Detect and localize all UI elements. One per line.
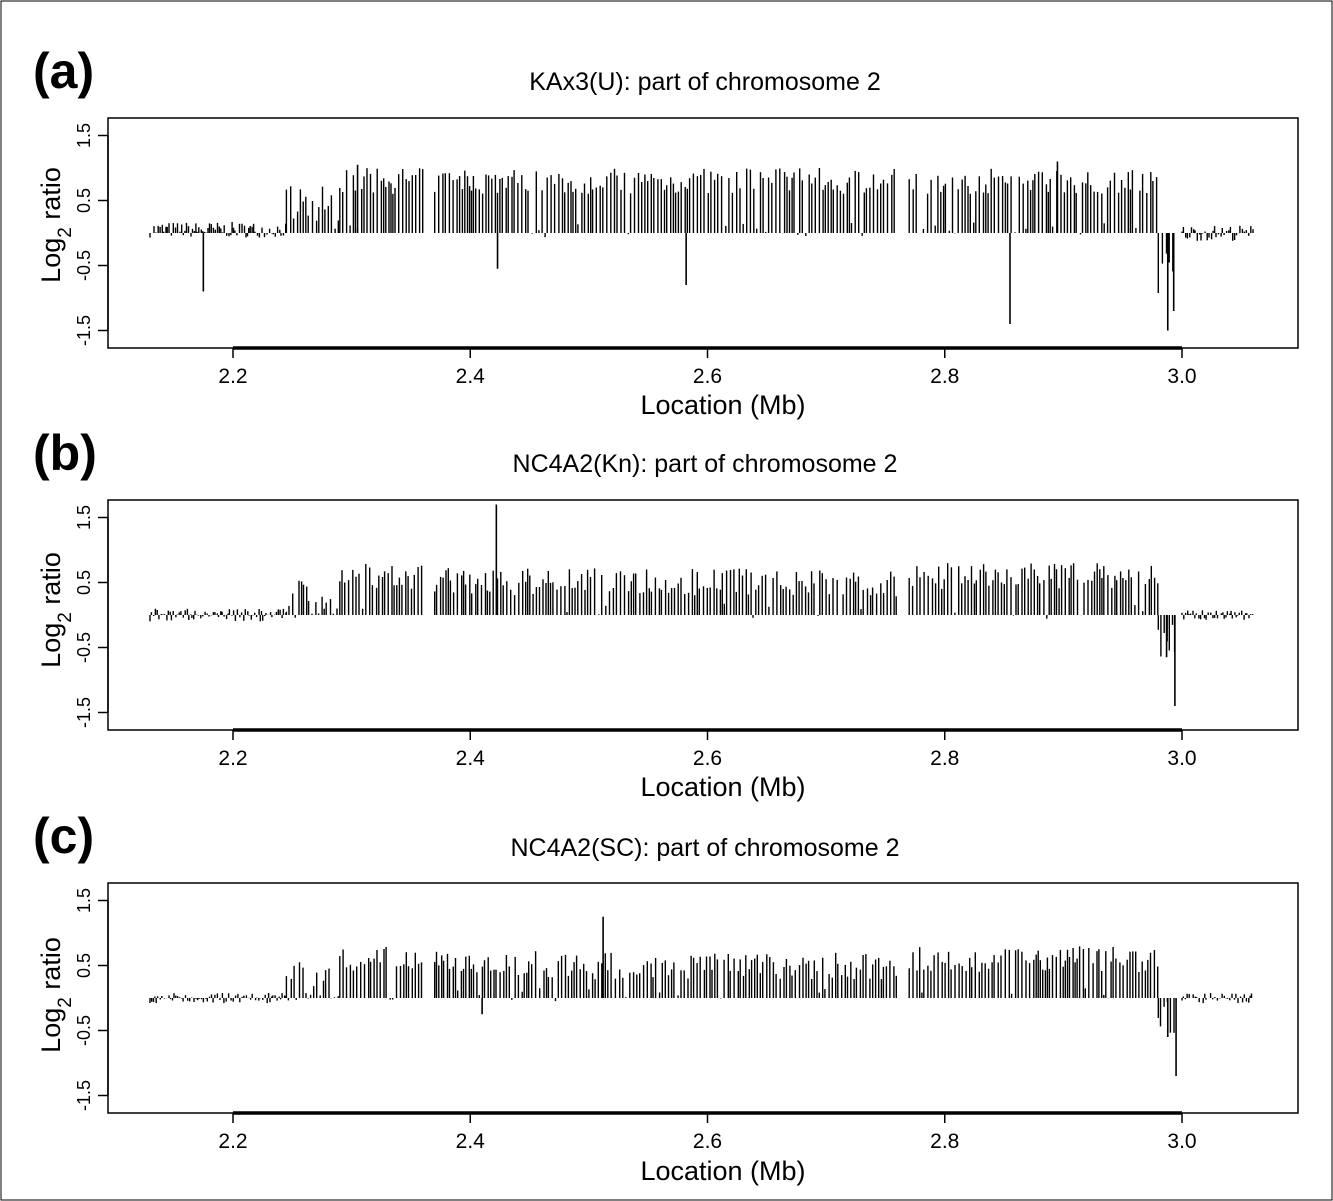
panel-letter-c: (c) <box>33 808 94 864</box>
y-label-sub-a: 2 <box>55 227 76 238</box>
plot-area-c: 2.2 2.4 2.6 2.8 3.0 -1.5 -0.5 0.5 1.5 <box>74 888 1253 1153</box>
y-label-main-b: Log <box>36 623 66 668</box>
x-tick-label: 2.4 <box>456 365 486 388</box>
y-tick-label: 0.5 <box>74 570 94 595</box>
y-tick-label: -0.5 <box>74 250 94 281</box>
x-tick-label: 2.4 <box>456 1130 486 1153</box>
x-tick-label: 3.0 <box>1167 365 1196 388</box>
y-label-main-a: Log <box>36 238 66 283</box>
y-tick-label: 0.5 <box>74 188 94 213</box>
panel-a: (a) KAx3(U): part of chromosome 2 Log2 r… <box>33 43 1299 420</box>
panel-title-c: NC4A2(SC): part of chromosome 2 <box>510 834 899 862</box>
y-label-rest-a: ratio <box>36 167 66 227</box>
plot-area-a: 2.2 2.4 2.6 2.8 3.0 -1.5 -0.5 0.5 1.5 <box>74 123 1254 388</box>
x-axis-label-a: Location (Mb) <box>640 390 805 420</box>
x-tick-label: 2.8 <box>930 747 959 770</box>
y-label-rest-b: ratio <box>36 552 66 612</box>
x-tick-label: 2.8 <box>930 365 959 388</box>
y-tick-label: 1.5 <box>74 123 94 148</box>
x-tick-label: 3.0 <box>1167 1130 1196 1153</box>
y-label-rest-c: ratio <box>36 937 66 997</box>
x-tick-label: 2.6 <box>693 1130 722 1153</box>
x-tick-label: 2.6 <box>693 747 722 770</box>
plot-area-b: 2.2 2.4 2.6 2.8 3.0 -1.5 -0.5 0.5 1.5 <box>74 504 1254 770</box>
x-axis-label-c: Location (Mb) <box>640 1156 805 1186</box>
panel-letter-b: (b) <box>33 425 97 481</box>
x-tick-label: 2.8 <box>930 1130 959 1153</box>
x-tick-label: 2.6 <box>693 365 722 388</box>
y-label-sub-b: 2 <box>55 612 76 623</box>
y-tick-label: -0.5 <box>74 1015 94 1046</box>
x-axis-label-b: Location (Mb) <box>640 772 805 802</box>
y-axis-label-a: Log2 ratio <box>36 167 76 283</box>
x-tick-label: 2.4 <box>456 747 486 770</box>
y-tick-label: -1.5 <box>74 315 94 346</box>
y-tick-label: 0.5 <box>74 953 94 978</box>
y-axis-label-c: Log2 ratio <box>36 937 76 1053</box>
y-tick-label: 1.5 <box>74 888 94 913</box>
y-label-main-c: Log <box>36 1008 66 1053</box>
x-tick-label: 2.2 <box>218 365 247 388</box>
panel-title-b: NC4A2(Kn): part of chromosome 2 <box>513 450 898 478</box>
x-tick-label: 3.0 <box>1167 747 1196 770</box>
x-tick-label: 2.2 <box>218 747 247 770</box>
y-tick-label: -0.5 <box>74 632 94 663</box>
panel-letter-a: (a) <box>33 43 94 99</box>
panel-title-a: KAx3(U): part of chromosome 2 <box>529 68 881 96</box>
panel-c: (c) NC4A2(SC): part of chromosome 2 Log2… <box>33 808 1299 1186</box>
x-tick-label: 2.2 <box>218 1130 247 1153</box>
y-label-sub-c: 2 <box>55 997 76 1008</box>
y-tick-label: -1.5 <box>74 1080 94 1111</box>
y-tick-label: -1.5 <box>74 697 94 728</box>
panel-b: (b) NC4A2(Kn): part of chromosome 2 Log2… <box>33 425 1299 802</box>
y-axis-label-b: Log2 ratio <box>36 552 76 668</box>
y-tick-label: 1.5 <box>74 505 94 530</box>
